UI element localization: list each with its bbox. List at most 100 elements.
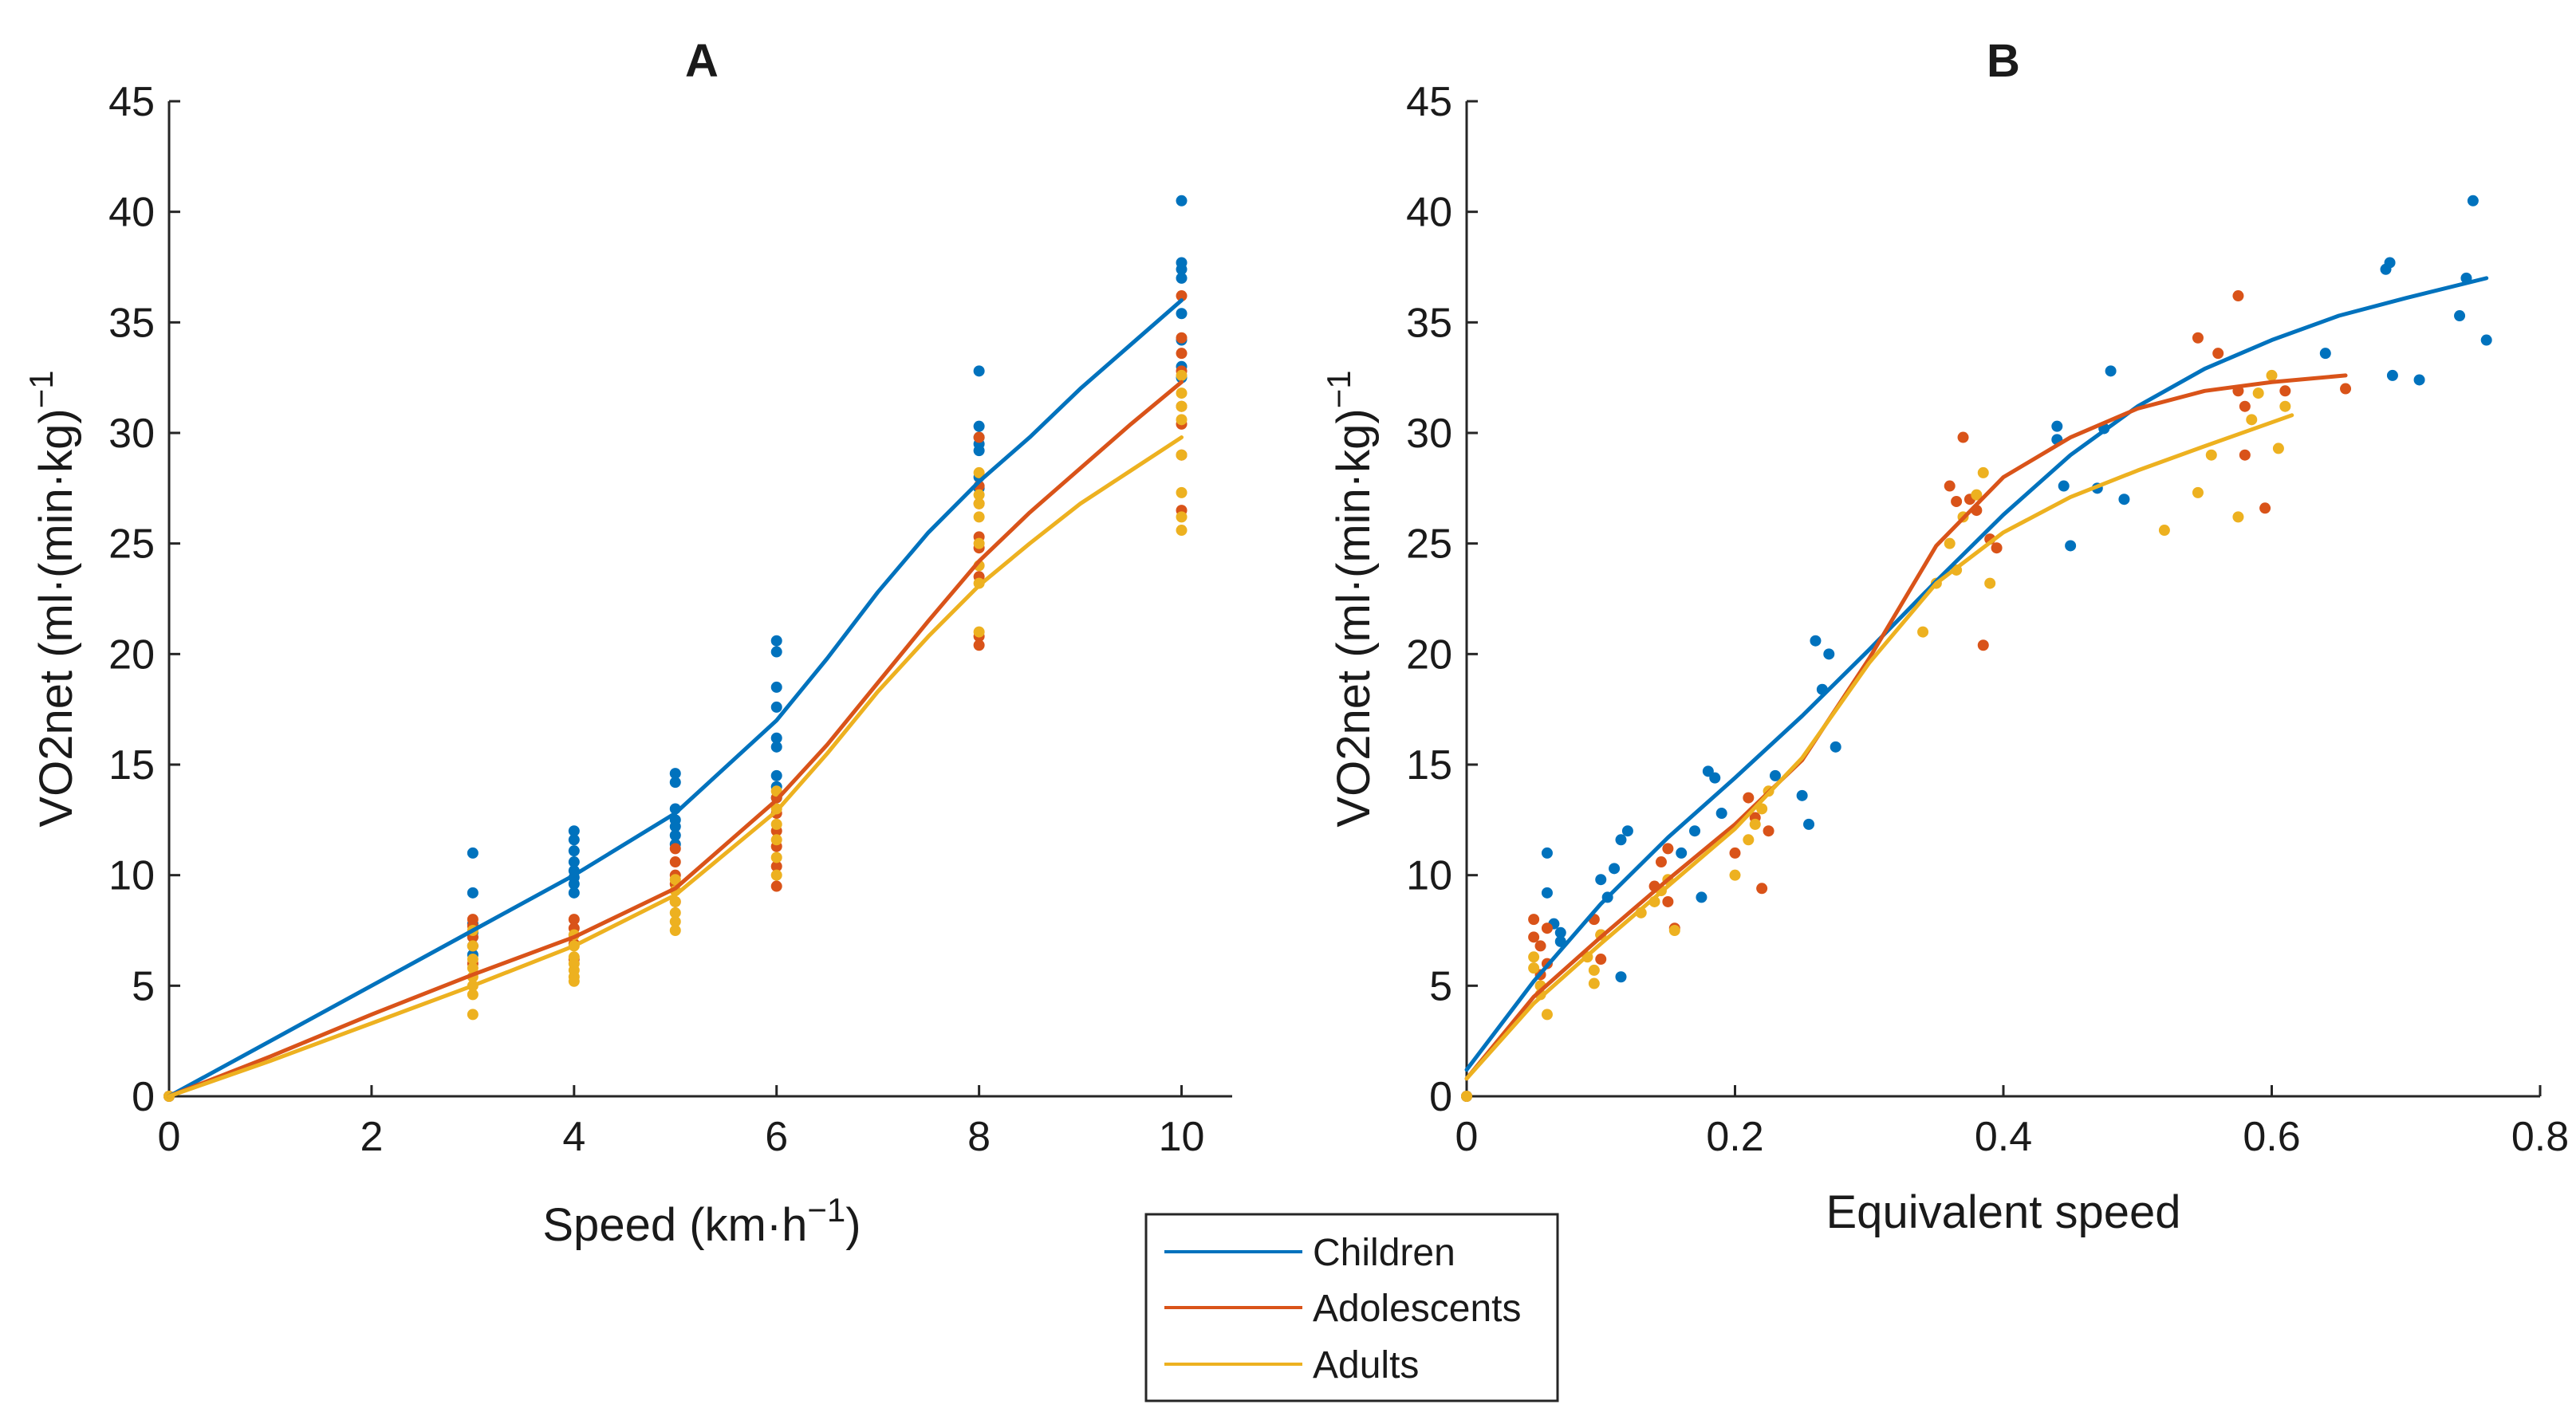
- panel-b-point-children: [2413, 374, 2425, 386]
- panel-a-point-children: [770, 701, 782, 713]
- panel-a-point-adolescents: [669, 843, 681, 855]
- panel-a-point-children: [669, 777, 681, 789]
- panel-a-point-children: [973, 420, 985, 432]
- panel-b-point-adults: [1668, 925, 1680, 936]
- panel-b-y-tick-label: 10: [1406, 853, 1452, 899]
- panel-a-x-tick-label: 0: [158, 1114, 181, 1160]
- panel-a-point-adults: [669, 895, 681, 907]
- panel-a-y-tick-label: 0: [132, 1074, 155, 1120]
- panel-a-point-adolescents: [973, 639, 985, 651]
- panel-a-point-adults: [973, 498, 985, 509]
- panel-a-point-adults: [1176, 369, 1188, 381]
- panel-b-point-adults: [1743, 834, 1755, 846]
- panel-a-y-tick-label: 25: [108, 521, 155, 568]
- panel-b-point-children: [1541, 887, 1553, 899]
- panel-b-point-adolescents: [2239, 400, 2251, 412]
- panel-b: B 0 0.2 0.4 0.6 0.8 0 5 10 15 20 25 30 35 40 45 Equiv…: [1320, 35, 2569, 1238]
- panel-b-point-children: [1810, 635, 1822, 647]
- panel-b-point-adolescents: [2279, 385, 2291, 397]
- panel-b-y-ticks: 0 5 10 15 20 25 30 35 40 45: [1406, 79, 1478, 1120]
- panel-a-point-adults: [467, 989, 479, 1001]
- panel-a-point-adults: [669, 915, 681, 927]
- panel-a-point-children: [568, 887, 580, 899]
- panel-a-point-adults: [973, 511, 985, 523]
- panel-b-point-children: [1554, 926, 1566, 938]
- panel-a-fit-line-children: [167, 298, 1184, 1099]
- panel-b-point-adults: [2205, 449, 2217, 461]
- panel-b-x-tick-label: 0.2: [1706, 1114, 1763, 1160]
- panel-a-point-adolescents: [1176, 348, 1188, 360]
- panel-b-y-tick-label: 15: [1406, 742, 1452, 789]
- panel-a-point-adults: [770, 869, 782, 881]
- panel-a-point-adults: [1176, 486, 1188, 498]
- panel-b-point-adults: [1977, 466, 1989, 478]
- panel-b-point-children: [1823, 648, 1835, 660]
- panel-a-point-adolescents: [770, 880, 782, 892]
- panel-a-point-children: [770, 635, 782, 647]
- panel-a-y-tick-label: 5: [132, 963, 155, 1009]
- panel-b-point-adults: [2252, 387, 2264, 399]
- panel-b-point-adolescents: [1756, 883, 1768, 895]
- panel-a-y-ticks: 0 5 10 15 20 25 30 35 40 45: [108, 79, 180, 1120]
- panel-b-point-adults: [2266, 369, 2278, 381]
- panel-a-y-tick-label: 10: [108, 853, 155, 899]
- panel-b-point-children: [1830, 741, 1841, 753]
- panel-b-point-adults: [1528, 962, 1540, 974]
- panel-a-point-adults: [1176, 414, 1188, 426]
- panel-a-y-tick-label: 45: [108, 79, 155, 125]
- panel-a-point-adults: [770, 785, 782, 797]
- panel-a-x-tick-label: 10: [1159, 1114, 1205, 1160]
- panel-a-x-tick-label: 4: [562, 1114, 585, 1160]
- legend-label-adults: Adults: [1313, 1344, 1419, 1386]
- panel-b-point-adults: [1917, 626, 1929, 638]
- panel-b-point-children: [2105, 365, 2117, 377]
- panel-b-point-adults: [1971, 489, 1983, 501]
- panel-b-x-ticks: 0 0.2 0.4 0.6 0.8: [1455, 1085, 2569, 1160]
- panel-b-point-adults: [2158, 525, 2170, 537]
- panel-b-x-label: Equivalent speed: [1826, 1186, 2181, 1238]
- panel-a-point-adults: [770, 834, 782, 846]
- panel-b-point-children: [2319, 348, 2331, 360]
- panel-b-point-adolescents: [1541, 922, 1553, 934]
- panel-b-point-adults: [1588, 977, 1600, 989]
- panel-a-point-adults: [467, 962, 479, 974]
- panel-b-y-tick-label: 45: [1406, 79, 1452, 125]
- panel-b-point-adults: [1944, 537, 1956, 549]
- panel-a-point-adults: [770, 818, 782, 830]
- panel-a-y-label: VO2net (ml·(min·kg)−1: [22, 370, 82, 827]
- panel-a-x-ticks: 0 2 4 6 8 10: [158, 1085, 1205, 1160]
- panel-b-point-adults: [2232, 511, 2244, 523]
- panel-b-point-children: [2058, 480, 2070, 492]
- panel-a-point-adults: [1176, 400, 1188, 412]
- panel-b-point-adolescents: [1729, 847, 1741, 859]
- panel-b-point-adults: [1729, 869, 1741, 881]
- panel-b-y-tick-label: 40: [1406, 190, 1452, 236]
- panel-a-point-children: [568, 856, 580, 868]
- panel-b-point-adults: [1461, 1091, 1472, 1102]
- panel-b-point-children: [2118, 494, 2130, 505]
- panel-a-point-children: [1176, 308, 1188, 320]
- panel-a-y-tick-label: 20: [108, 631, 155, 678]
- panel-a-point-children: [770, 732, 782, 744]
- panel-a-point-adults: [1176, 387, 1188, 399]
- panel-a-fit-line-adolescents: [167, 380, 1184, 1099]
- panel-a-points: [163, 195, 1188, 1102]
- panel-a-point-children: [568, 878, 580, 890]
- panel-a-point-children: [669, 820, 681, 832]
- panel-a-point-adults: [973, 489, 985, 501]
- panel-a-point-adolescents: [669, 856, 681, 868]
- panel-a-x-tick-label: 8: [967, 1114, 991, 1160]
- panel-a-point-children: [1176, 272, 1188, 284]
- panel-a-point-children: [467, 887, 479, 899]
- panel-a-point-children: [1176, 263, 1188, 275]
- panel-b-y-label: VO2net (ml·(min·kg)−1: [1320, 370, 1380, 827]
- panel-a-point-children: [770, 769, 782, 781]
- panel-b-points: [1461, 195, 2492, 1102]
- panel-b-point-adults: [1984, 577, 1996, 589]
- panel-b-point-adolescents: [2340, 383, 2352, 395]
- legend-label-adolescents: Adolescents: [1313, 1288, 1522, 1330]
- panel-a-point-adolescents: [770, 860, 782, 872]
- panel-a-point-adults: [467, 954, 479, 966]
- panel-a-point-children: [770, 646, 782, 658]
- panel-b-point-adolescents: [2212, 348, 2224, 360]
